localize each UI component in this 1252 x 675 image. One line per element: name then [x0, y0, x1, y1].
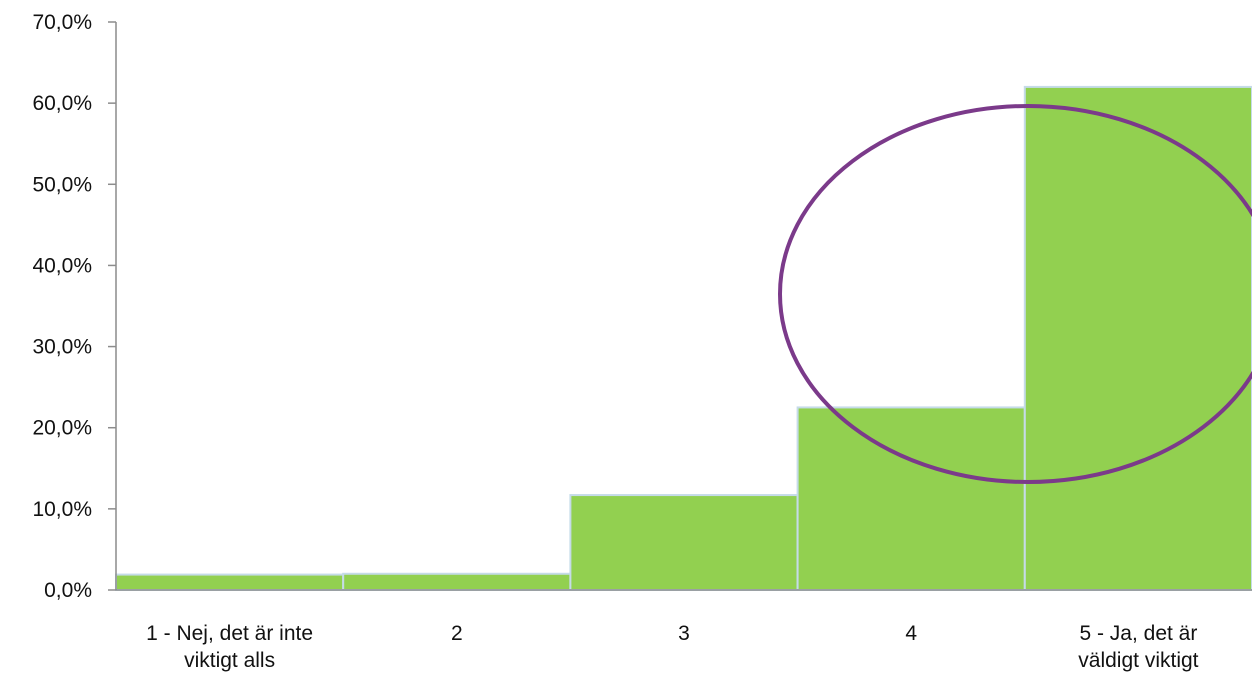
y-tick-label: 40,0% [32, 254, 92, 277]
x-category-label: 3 [678, 622, 690, 645]
y-tick-label: 20,0% [32, 417, 92, 440]
x-category-label: 4 [905, 622, 917, 645]
y-tick-label: 30,0% [32, 336, 92, 359]
y-tick-label: 0,0% [44, 579, 92, 602]
y-tick-label: 70,0% [32, 11, 92, 34]
highlight-ellipse [778, 104, 1252, 484]
x-category-label: 5 - Ja, det är väldigt viktigt [1078, 622, 1198, 672]
bar-5 [1023, 85, 1252, 592]
x-category-label-line: 4 [905, 622, 917, 645]
x-category-label-line: 5 - Ja, det är [1079, 622, 1197, 645]
y-tick-label: 10,0% [32, 498, 92, 521]
bar-1 [115, 573, 345, 592]
y-axis-ticks: 0,0% 10,0% 20,0% 30,0% 40,0% 50,0% 60,0% 70,0% [32, 11, 116, 602]
bar-4 [796, 406, 1026, 591]
x-category-label-line: väldigt viktigt [1078, 649, 1198, 672]
x-category-label: 1 - Nej, det är inte viktigt alls [146, 622, 313, 672]
bars-group [115, 85, 1252, 592]
x-axis-labels: 1 - Nej, det är inte viktigt alls 2 3 4 5 - J… [146, 622, 1199, 672]
x-category-label-line: 2 [451, 622, 463, 645]
x-category-label-line: 1 - Nej, det är inte [146, 622, 313, 645]
x-category-label-line: viktigt alls [184, 649, 275, 672]
x-category-label-line: 3 [678, 622, 690, 645]
bar-2 [342, 572, 572, 591]
x-category-label: 2 [451, 622, 463, 645]
y-tick-label: 50,0% [32, 173, 92, 196]
y-tick-label: 60,0% [32, 92, 92, 115]
bar-3 [569, 494, 799, 592]
